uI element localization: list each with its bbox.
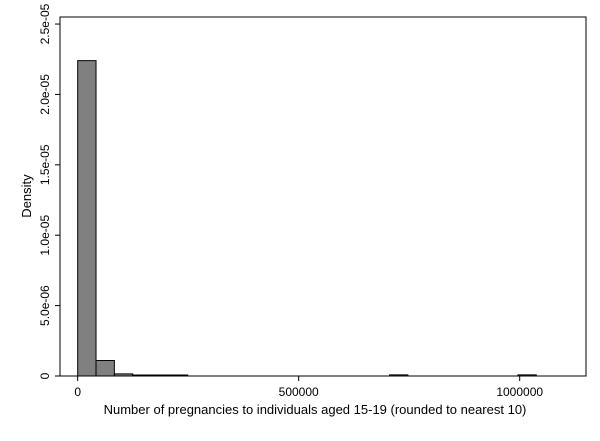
x-tick-label-0: 0: [74, 385, 81, 399]
histogram-bar-0: [77, 60, 97, 377]
plot-area-frame: [59, 16, 587, 377]
y-tick-label-0: 0: [38, 372, 52, 379]
histogram-bar-1: [95, 360, 115, 377]
histogram-bar-3: [132, 374, 152, 377]
histogram-bar-7: [517, 374, 537, 377]
y-tick-label-1: 5.0e-06: [38, 285, 52, 326]
y-axis-label: Density: [19, 174, 34, 218]
x-axis-label: Number of pregnancies to individuals age…: [104, 402, 527, 417]
histogram-bar-6: [389, 374, 409, 377]
y-tick-label-5: 2.5e-05: [38, 3, 52, 44]
y-tick-label-2: 1.0e-05: [38, 215, 52, 256]
bars-group: [77, 60, 537, 377]
y-tick-label-3: 1.5e-05: [38, 144, 52, 185]
y-tick-label-4: 2.0e-05: [38, 74, 52, 115]
y-axis: 0 5.0e-06 1.0e-05 1.5e-05 2.0e-05 2.5e-05: [38, 3, 60, 379]
x-tick-label-2: 1000000: [496, 385, 543, 399]
histogram-bar-4: [150, 374, 170, 377]
x-tick-label-1: 500000: [279, 385, 319, 399]
histogram-bar-2: [113, 373, 134, 377]
x-axis: 0 500000 1000000: [74, 376, 543, 399]
histogram-bar-5: [168, 374, 189, 377]
